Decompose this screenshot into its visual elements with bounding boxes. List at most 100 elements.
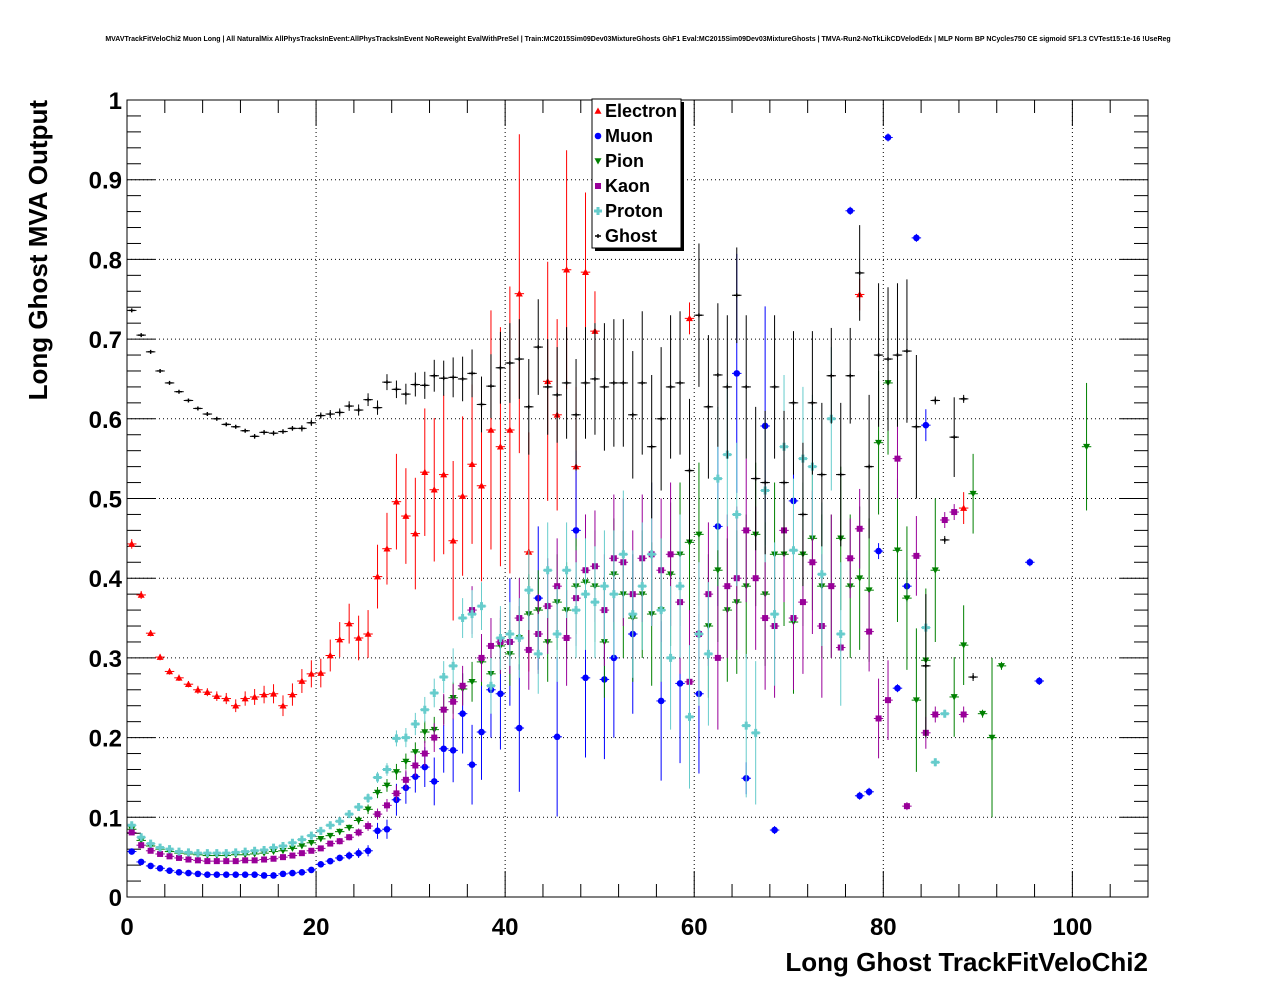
pion-marker xyxy=(326,832,334,840)
ghost-point xyxy=(732,247,742,344)
proton-marker xyxy=(543,566,552,575)
proton-marker xyxy=(449,661,458,670)
muon-point xyxy=(249,871,260,878)
proton-point xyxy=(788,478,799,623)
proton-marker xyxy=(174,847,183,856)
kaon-point xyxy=(382,798,392,812)
ghost-point xyxy=(372,400,383,415)
muon-marker xyxy=(913,234,920,242)
electron-marker xyxy=(449,537,457,544)
proton-point xyxy=(174,847,184,856)
proton-point xyxy=(344,810,354,819)
ghost-point xyxy=(590,323,600,435)
muon-marker xyxy=(317,861,325,868)
muon-marker xyxy=(1026,558,1034,566)
pion-marker xyxy=(288,845,296,852)
electron-marker xyxy=(468,460,476,468)
muon-point xyxy=(306,866,317,874)
kaon-point xyxy=(249,857,260,864)
ghost-point xyxy=(750,406,761,551)
electron-marker xyxy=(515,290,523,297)
muon-marker xyxy=(260,872,268,879)
electron-point xyxy=(230,699,241,713)
proton-point xyxy=(684,645,695,789)
ghost-marker xyxy=(365,397,372,402)
ghost-point xyxy=(353,404,364,416)
y-tick-label: 0.6 xyxy=(89,407,122,434)
muon-marker xyxy=(846,207,854,215)
pion-marker xyxy=(298,843,306,850)
legend-item-pion: Pion xyxy=(594,151,644,171)
electron-point xyxy=(221,692,231,705)
muon-point xyxy=(864,787,874,796)
proton-point xyxy=(524,550,534,631)
electron-marker xyxy=(421,468,429,475)
kaon-marker xyxy=(355,829,362,836)
kaon-point xyxy=(316,845,326,852)
ghost-marker xyxy=(506,361,513,366)
legend-marker-electron xyxy=(594,107,602,114)
muon-marker xyxy=(298,868,306,876)
ghost-point xyxy=(306,419,317,426)
legend-item-kaon: Kaon xyxy=(595,176,650,196)
proton-point xyxy=(438,661,449,693)
ghost-marker xyxy=(393,387,400,392)
ghost-marker xyxy=(677,380,684,385)
kaon-point xyxy=(353,828,364,837)
electron-point xyxy=(448,461,458,621)
electron-marker xyxy=(459,492,467,499)
electron-point xyxy=(401,468,411,564)
kaon-point xyxy=(193,857,203,864)
ghost-point xyxy=(561,327,572,439)
proton-marker xyxy=(373,773,382,782)
electron-point xyxy=(155,653,165,661)
muon-point xyxy=(212,871,222,878)
ghost-point xyxy=(571,359,581,471)
electron-point xyxy=(457,416,468,576)
muon-point xyxy=(278,870,288,878)
electron-marker xyxy=(440,471,448,478)
ghost-marker xyxy=(951,435,958,440)
ghost-point xyxy=(278,429,288,434)
kaon-point xyxy=(297,850,307,857)
ghost-marker xyxy=(308,420,315,425)
ghost-point xyxy=(883,287,893,431)
kaon-point xyxy=(183,856,194,863)
proton-marker xyxy=(619,550,628,559)
proton-point xyxy=(136,833,146,842)
kaon-marker xyxy=(885,697,892,704)
kaon-point xyxy=(127,829,137,836)
muon-marker xyxy=(468,761,476,768)
muon-marker xyxy=(856,792,863,800)
ghost-point xyxy=(505,323,515,403)
kaon-marker xyxy=(147,847,154,854)
proton-marker xyxy=(940,709,949,718)
ghost-marker xyxy=(894,353,901,358)
kaon-point xyxy=(864,591,874,672)
ghost-point xyxy=(949,397,959,477)
pion-marker xyxy=(714,567,722,574)
kaon-marker xyxy=(289,852,296,859)
ghost-marker xyxy=(799,512,806,517)
kaon-point xyxy=(902,802,912,811)
kaon-point xyxy=(363,821,373,831)
proton-point xyxy=(259,845,269,854)
proton-point xyxy=(145,839,156,848)
electron-point xyxy=(410,477,421,590)
electron-marker xyxy=(345,620,353,627)
proton-point xyxy=(127,821,137,830)
proton-point xyxy=(448,648,458,684)
ghost-marker xyxy=(374,405,381,410)
y-tick-label: 0.8 xyxy=(89,247,122,274)
proton-point xyxy=(353,802,364,811)
ghost-marker xyxy=(648,444,655,449)
electron-marker xyxy=(194,686,202,693)
ghost-marker xyxy=(194,406,201,411)
muon-marker xyxy=(449,747,457,754)
proton-point xyxy=(769,542,780,686)
proton-point xyxy=(457,598,468,638)
ghost-point xyxy=(230,424,241,429)
legend-item-electron: Electron xyxy=(594,101,677,121)
kaon-point xyxy=(401,770,411,790)
